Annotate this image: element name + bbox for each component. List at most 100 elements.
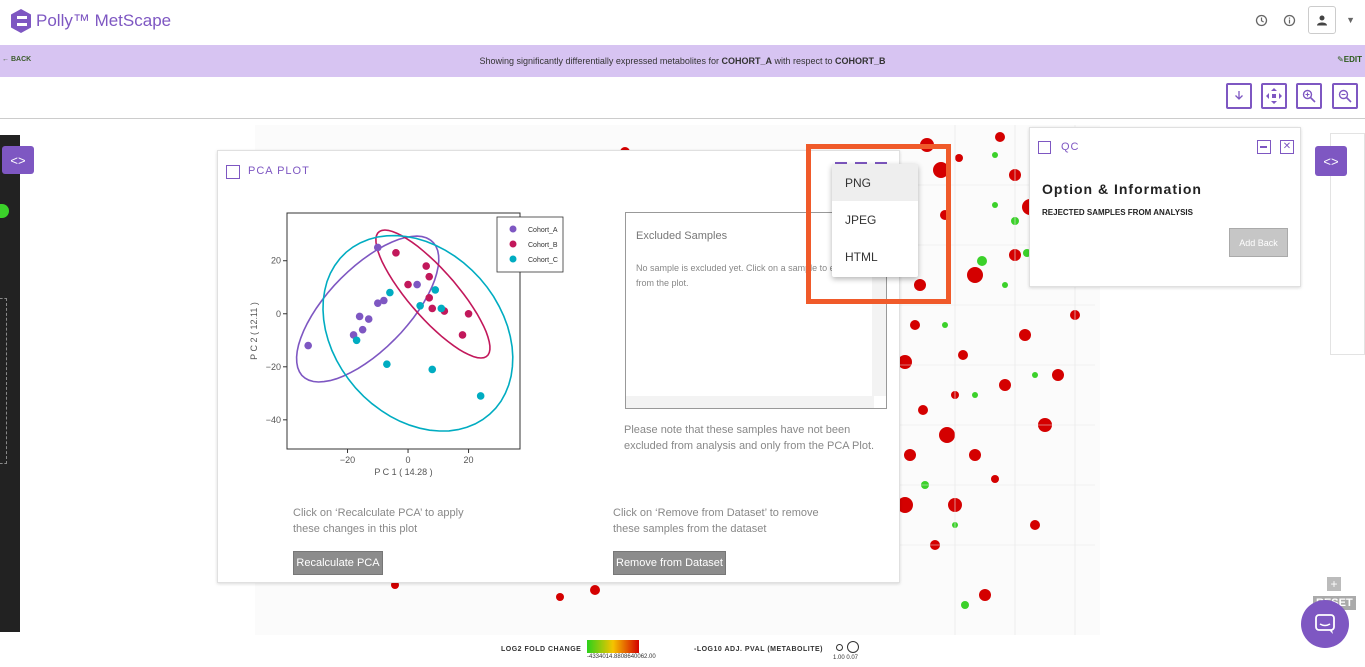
pca-scatter-chart[interactable]: −20 0 20 20 0 −20 −40 P C 1 ( 14.28 ) P C 2 ( 12… [248,209,608,479]
back-link[interactable]: ← BACK [2,56,32,63]
pan-button[interactable] [1261,83,1287,109]
data-point[interactable] [355,312,364,321]
data-point[interactable] [364,315,373,323]
horizontal-scrollbar[interactable] [626,396,874,408]
add-back-button[interactable]: Add Back [1229,228,1288,257]
y-tick-label: −20 [266,362,281,372]
qc-subheading: REJECTED SAMPLES FROM ANALYSIS [1042,208,1193,217]
confidence-ellipse [322,234,514,432]
x-tick-label: −20 [340,455,355,465]
data-point[interactable] [416,302,424,310]
recalculate-pca-button[interactable]: Recalculate PCA [293,551,383,575]
back-label: BACK [10,56,32,63]
export-format-menu: PNG JPEG HTML [832,164,918,277]
data-point[interactable] [373,299,382,307]
pval-label: -LOG10 ADJ. PVAL (METABOLITE) [694,646,823,653]
panel-drag-icon[interactable] [1038,141,1051,154]
edit-button[interactable]: ✎EDIT [1337,55,1362,64]
code-brackets-icon: <> [10,152,26,168]
x-tick-label: 20 [464,455,474,465]
x-tick-label: 0 [406,455,411,465]
export-jpeg-option[interactable]: JPEG [845,212,877,227]
qc-panel: QC ✕ Option & Information REJECTED SAMPL… [1029,127,1301,287]
info-icon[interactable] [1280,11,1298,29]
pca-panel-title: PCA PLOT [248,165,310,177]
history-icon[interactable] [1252,11,1270,29]
polly-logo-icon [11,9,31,33]
chat-button[interactable] [1301,600,1349,648]
fold-change-gradient [587,640,639,653]
data-point[interactable] [404,280,412,289]
zoom-out-icon [1338,89,1352,103]
fold-change-label: LOG2 FOLD CHANGE [501,646,582,653]
export-html-option[interactable]: HTML [845,249,878,264]
legend-label: Cohort_C [528,257,558,264]
export-png-option[interactable]: PNG [832,164,918,201]
right-panel-toggle-button[interactable]: <> [1315,146,1347,176]
data-point[interactable] [437,304,446,313]
map-legend-footer: LOG2 FOLD CHANGE -4334014.8808640062.00 … [0,635,1365,667]
left-drop-slot [0,298,7,464]
data-point[interactable] [476,392,485,400]
pca-plot-panel: PCA PLOT −20 0 20 20 0 −20 −40 P C 1 ( 14.28 ) P… [217,150,900,583]
close-icon[interactable]: ✕ [1280,140,1294,154]
data-point[interactable] [358,325,367,334]
data-point[interactable] [304,341,312,350]
data-point[interactable] [413,280,421,289]
app-logo[interactable]: Polly™ MetScape [10,8,171,34]
left-panel-strip [0,135,20,632]
data-point[interactable] [425,294,434,302]
data-point[interactable] [352,336,361,345]
pval-legend-values: 1.00 0.07 [833,655,859,661]
legend-marker [509,240,517,248]
data-point[interactable] [464,309,473,318]
banner-text: Showing significantly differentially exp… [479,56,885,66]
confidence-ellipse [375,229,491,359]
minimize-icon[interactable] [1257,140,1271,154]
excluded-samples-title: Excluded Samples [636,230,728,242]
user-menu-caret-icon[interactable]: ▼ [1346,15,1355,25]
top-bar: Polly™ MetScape ▼ [0,0,1365,45]
user-menu-button[interactable] [1308,6,1337,34]
export-menu-trigger-icon[interactable] [835,162,893,165]
comparison-banner: ← BACK Showing significantly differentia… [0,45,1365,77]
zoom-in-icon [1302,89,1316,103]
status-indicator-dot [0,204,9,218]
chart-legend [496,216,564,273]
data-point[interactable] [422,262,430,270]
remove-from-dataset-button[interactable]: Remove from Dataset [613,551,726,575]
user-icon [1317,15,1328,26]
x-axis-label: P C 1 ( 14.28 ) [374,467,432,477]
data-point[interactable] [428,365,437,374]
legend-label: Cohort_B [528,242,558,249]
download-button[interactable] [1226,83,1252,109]
data-point[interactable] [425,272,434,281]
y-tick-label: 0 [276,309,281,319]
data-point[interactable] [383,360,391,368]
zoom-out-button[interactable] [1332,83,1358,109]
app-name: Polly™ MetScape [36,11,172,30]
banner-prefix: Showing significantly differentially exp… [479,56,722,66]
download-icon [1235,91,1243,100]
left-panel-toggle-button[interactable]: <> [2,146,34,174]
highlight-box [806,144,951,304]
zoom-in-button[interactable] [1296,83,1322,109]
data-point[interactable] [431,286,440,294]
y-tick-label: −40 [266,415,281,425]
qc-panel-title: QC [1061,141,1080,153]
banner-middle: with respect to [771,56,835,66]
data-point[interactable] [380,296,388,305]
data-point[interactable] [428,304,437,313]
chat-icon [1315,614,1335,634]
data-point[interactable] [386,288,394,297]
data-point[interactable] [373,243,382,252]
add-icon[interactable]: + [1327,577,1341,591]
data-point[interactable] [458,331,467,339]
remove-hint: Click on ‘Remove from Dataset’ to remove… [613,507,819,535]
qc-heading: Option & Information [1042,181,1202,197]
excluded-note: Please note that these samples have not … [624,424,875,452]
code-brackets-icon: <> [1323,153,1339,169]
legend-marker [509,255,517,263]
panel-drag-icon[interactable] [226,165,240,179]
data-point[interactable] [392,248,400,257]
